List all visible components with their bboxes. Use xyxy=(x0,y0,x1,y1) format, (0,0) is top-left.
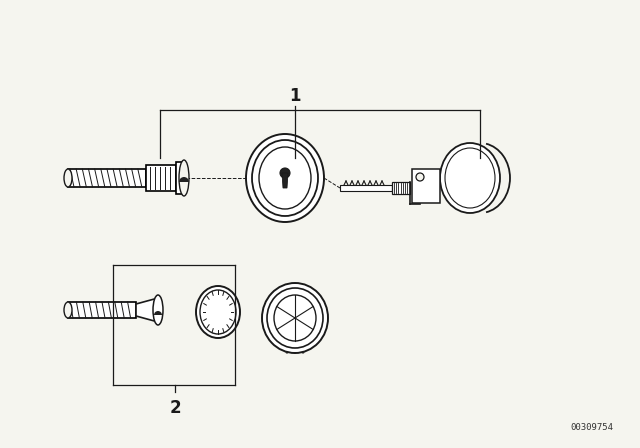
Ellipse shape xyxy=(262,283,328,353)
Bar xyxy=(340,185,392,191)
Polygon shape xyxy=(282,173,288,188)
Ellipse shape xyxy=(274,295,316,341)
Bar xyxy=(412,169,440,203)
Wedge shape xyxy=(154,311,162,315)
Ellipse shape xyxy=(280,168,290,178)
Ellipse shape xyxy=(64,169,72,187)
Ellipse shape xyxy=(246,134,324,222)
Ellipse shape xyxy=(179,160,189,196)
Ellipse shape xyxy=(153,295,163,325)
Bar xyxy=(146,165,176,191)
Ellipse shape xyxy=(416,173,424,181)
Ellipse shape xyxy=(259,147,311,209)
Text: 1: 1 xyxy=(289,87,301,105)
Text: 00309754: 00309754 xyxy=(570,423,613,432)
Ellipse shape xyxy=(440,143,500,213)
Polygon shape xyxy=(136,298,158,322)
Text: 2: 2 xyxy=(169,399,181,417)
Bar xyxy=(68,302,136,318)
Wedge shape xyxy=(179,177,189,182)
Ellipse shape xyxy=(252,140,318,216)
Bar xyxy=(68,169,146,187)
Ellipse shape xyxy=(196,286,240,338)
Ellipse shape xyxy=(200,290,236,334)
Ellipse shape xyxy=(64,302,72,318)
Bar xyxy=(392,182,410,194)
Ellipse shape xyxy=(267,288,323,348)
Bar xyxy=(176,162,184,194)
